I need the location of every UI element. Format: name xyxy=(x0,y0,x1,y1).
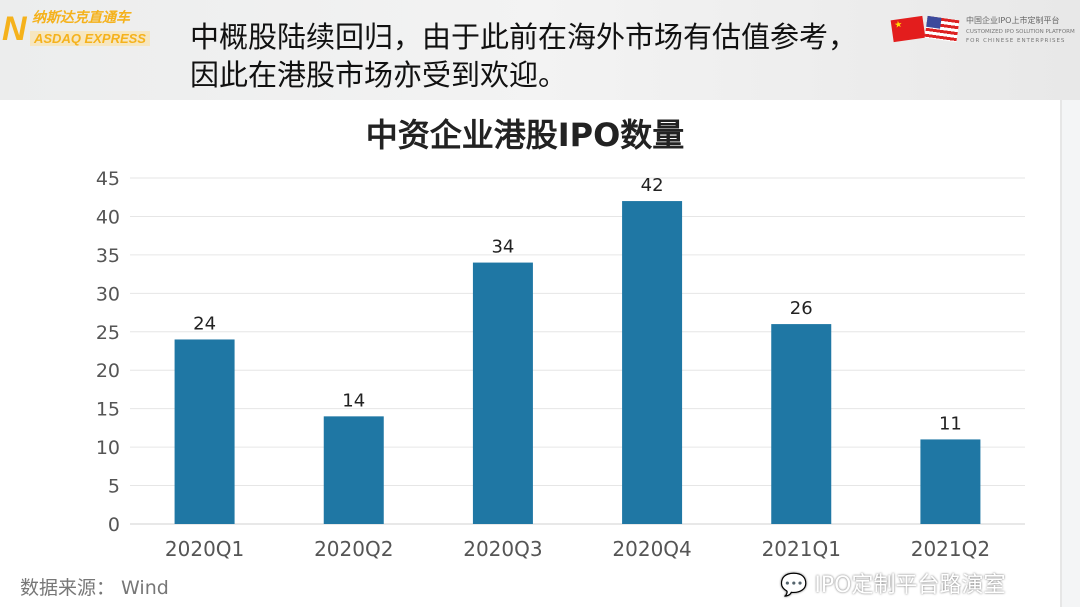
data-label: 26 xyxy=(790,298,813,319)
bar xyxy=(622,201,683,525)
ipo-platform-logo: 中国企业IPO上市定制平台 CUSTOMIZED IPO SOLUTION PL… xyxy=(890,14,1075,48)
bar xyxy=(771,324,832,524)
data-label: 14 xyxy=(342,390,365,411)
nasdaq-express-logo: N 纳斯达克直通车 ASDAQ EXPRESS xyxy=(2,10,162,50)
china-flag-icon xyxy=(890,15,926,43)
bar xyxy=(174,339,235,524)
y-tick-label: 40 xyxy=(96,206,120,228)
platform-cn-text: 中国企业IPO上市定制平台 xyxy=(966,16,1060,25)
x-tick-label: 2020Q4 xyxy=(612,537,691,561)
y-tick-label: 15 xyxy=(96,399,120,421)
y-tick-label: 5 xyxy=(108,476,120,498)
bar xyxy=(920,439,981,524)
y-tick-label: 45 xyxy=(96,168,120,190)
wechat-icon: 💬 xyxy=(780,573,808,598)
chart-title: 中资企业港股IPO数量 xyxy=(366,116,685,154)
bar xyxy=(323,416,384,524)
slide-headline: 中概股陆续回归，由于此前在海外市场有估值参考，因此在港股市场亦受到欢迎。 xyxy=(190,20,858,92)
y-tick-label: 35 xyxy=(96,245,120,267)
x-tick-label: 2021Q2 xyxy=(911,537,990,561)
y-tick-label: 0 xyxy=(108,514,120,536)
platform-en-text: CUSTOMIZED IPO SOLUTION PLATFORM xyxy=(966,29,1075,35)
bar xyxy=(472,262,533,524)
y-tick-label: 20 xyxy=(96,360,120,382)
y-tick-label: 10 xyxy=(96,437,120,459)
logo-en-text: ASDAQ EXPRESS xyxy=(30,31,150,46)
data-label: 24 xyxy=(193,313,216,334)
data-label: 11 xyxy=(939,413,962,434)
data-label: 42 xyxy=(641,175,664,196)
bar-chart: 中资企业港股IPO数量 0 5 10 15 20 25 30 35 40 45 24 2020Q1 14… xyxy=(96,116,1025,561)
slide-header: N 纳斯达克直通车 ASDAQ EXPRESS 中概股陆续回归，由于此前在海外市… xyxy=(0,0,1080,100)
x-tick-label: 2021Q1 xyxy=(762,537,841,561)
data-label: 34 xyxy=(491,237,514,258)
x-tick-label: 2020Q2 xyxy=(314,537,393,561)
data-source: 数据来源： Wind xyxy=(20,577,169,599)
platform-en-text-2: FOR CHINESE ENTERPRISES xyxy=(966,38,1066,44)
logo-letter: N xyxy=(2,10,27,48)
logo-cn-text: 纳斯达克直通车 xyxy=(32,10,130,26)
us-flag-icon xyxy=(924,15,960,43)
y-tick-label: 25 xyxy=(96,322,120,344)
y-tick-label: 30 xyxy=(96,283,120,305)
x-tick-label: 2020Q3 xyxy=(463,537,542,561)
x-tick-label: 2020Q1 xyxy=(165,537,244,561)
chart-panel: 中资企业港股IPO数量 0 5 10 15 20 25 30 35 40 45 24 2020Q1 14… xyxy=(0,100,1062,607)
wechat-watermark: 💬 IPO定制平台路演室 xyxy=(780,572,1005,600)
watermark-text: IPO定制平台路演室 xyxy=(814,573,1006,598)
